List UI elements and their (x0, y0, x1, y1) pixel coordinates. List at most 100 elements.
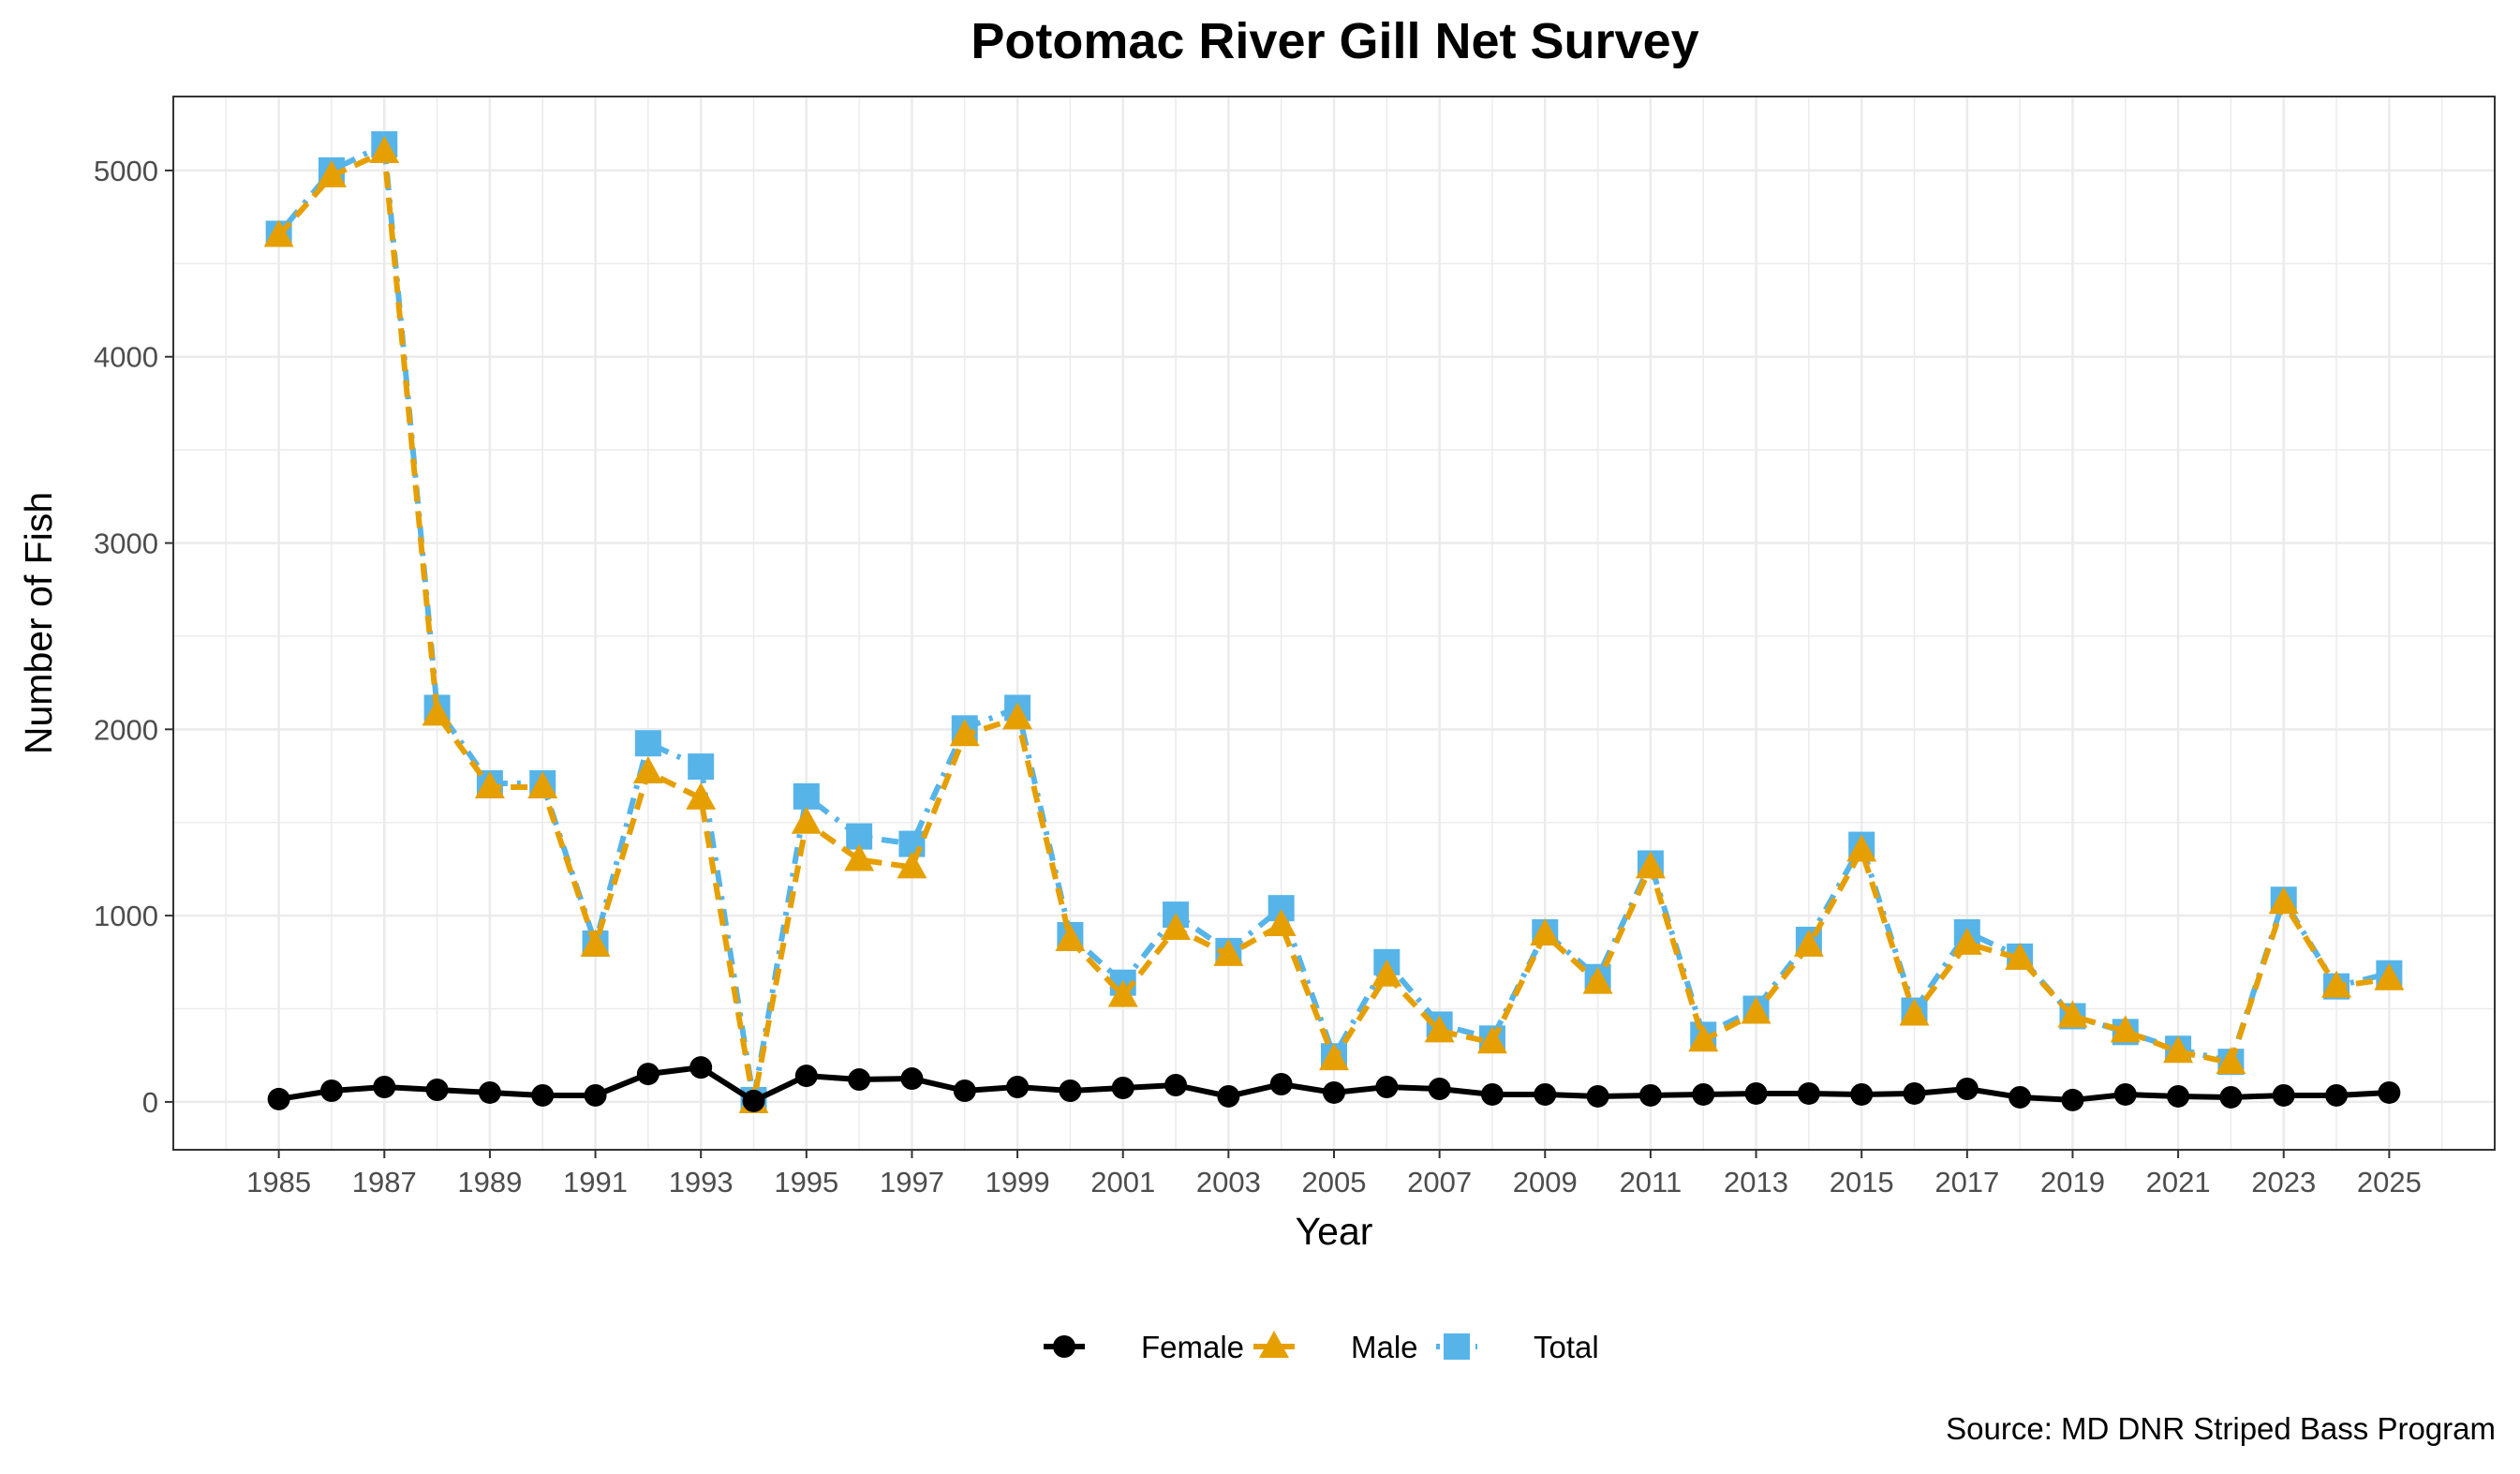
male-point (2216, 1047, 2246, 1075)
male-point (1899, 998, 1930, 1026)
male-point (897, 851, 927, 879)
y-axis: 0 1000 2000 3000 4000 5000 (94, 155, 173, 1119)
female-point (425, 1078, 449, 1101)
legend-item-male: Male (1253, 1330, 1418, 1364)
female-point (742, 1089, 765, 1112)
female-point (1375, 1076, 1399, 1099)
female-point (1006, 1076, 1030, 1099)
x-tick-label: 1991 (563, 1166, 628, 1199)
male-point (1951, 927, 1982, 955)
male-point (1424, 1015, 1455, 1043)
x-tick-label: 1987 (352, 1166, 417, 1199)
male-point (527, 770, 558, 798)
female-point (1586, 1084, 1609, 1108)
legend-label: Male (1351, 1330, 1418, 1364)
female-point (2113, 1082, 2137, 1106)
x-tick-label: 2003 (1196, 1166, 1261, 1199)
female-point (2009, 1085, 2032, 1109)
x-tick-label: 2011 (1620, 1166, 1682, 1199)
female-point (1797, 1081, 1820, 1105)
female-point (1428, 1077, 1451, 1100)
total-point (793, 782, 820, 810)
female-point (1850, 1082, 1874, 1106)
x-tick-label: 2001 (1090, 1166, 1155, 1199)
x-tick-label: 1999 (986, 1166, 1050, 1199)
female-point (2167, 1084, 2190, 1108)
total-point (688, 753, 715, 781)
male-point (2321, 970, 2352, 998)
x-tick-label: 1995 (774, 1166, 838, 1199)
male-point (1635, 851, 1666, 879)
x-axis: 1985 1987 1989 1991 1993 1995 1997 1999 2001 2003… (246, 1150, 2422, 1199)
female-point (2272, 1083, 2295, 1107)
female-point (1111, 1076, 1134, 1099)
female-point (1744, 1081, 1768, 1105)
y-tick-label: 1000 (94, 900, 158, 932)
male-point (1793, 929, 1824, 957)
y-axis-title: Number of Fish (17, 492, 60, 754)
male-point (1688, 1024, 1719, 1052)
female-point (1692, 1082, 1715, 1106)
x-tick-label: 2015 (1830, 1166, 1894, 1199)
x-tick-label: 2017 (1934, 1166, 1999, 1199)
series-female (267, 1056, 2401, 1112)
x-tick-label: 2007 (1407, 1166, 1472, 1199)
male-point (422, 698, 452, 726)
male-point (2057, 1000, 2088, 1028)
male-point (1846, 834, 1877, 862)
male-point (1055, 923, 1086, 951)
female-point (1164, 1074, 1188, 1097)
grid (172, 97, 2496, 1150)
male-point (949, 719, 980, 747)
x-tick-label: 2025 (2357, 1166, 2422, 1199)
female-point (1534, 1082, 1557, 1106)
legend-item-female: Female (1044, 1330, 1244, 1364)
x-tick-label: 2023 (2251, 1166, 2316, 1199)
x-axis-title: Year (1296, 1210, 1373, 1253)
x-tick-label: 1993 (669, 1166, 734, 1199)
female-point (2325, 1083, 2349, 1107)
male-point (2374, 962, 2405, 990)
chart-title: Potomac River Gill Net Survey (971, 13, 1698, 69)
female-point (1903, 1081, 1926, 1105)
male-point (316, 159, 347, 187)
male-point (474, 770, 505, 798)
male-point (1741, 996, 1771, 1024)
caption: Source: MD DNR Striped Bass Program (1946, 1411, 2496, 1446)
x-tick-label: 1997 (880, 1166, 944, 1199)
female-point (1480, 1082, 1504, 1106)
y-tick-label: 0 (142, 1086, 158, 1119)
female-point (267, 1087, 290, 1110)
male-point (1319, 1043, 1349, 1071)
x-tick-label: 1985 (246, 1166, 311, 1199)
male-point (580, 929, 611, 957)
male-point (1582, 966, 1613, 994)
male-point (2005, 942, 2036, 970)
female-point (584, 1083, 607, 1107)
legend: Female Male Total (1044, 1330, 1599, 1364)
y-tick-label: 4000 (94, 341, 158, 374)
female-point (794, 1065, 818, 1088)
female-point (1638, 1083, 1662, 1107)
male-point (1371, 959, 1402, 987)
male-point (1266, 909, 1297, 937)
female-point (848, 1068, 871, 1092)
legend-label: Total (1534, 1330, 1599, 1364)
female-point (478, 1080, 501, 1104)
total-point (634, 730, 661, 757)
male-point (1161, 913, 1192, 941)
female-point (900, 1067, 924, 1091)
y-tick-label: 5000 (94, 155, 158, 187)
x-tick-label: 1989 (457, 1166, 522, 1199)
legend-label: Female (1141, 1330, 1244, 1364)
female-point (2061, 1088, 2084, 1111)
female-point (1955, 1077, 1979, 1100)
female-point (689, 1056, 713, 1079)
male-point (2110, 1015, 2141, 1043)
y-tick-label: 2000 (94, 713, 158, 746)
female-point (1059, 1079, 1082, 1102)
male-point (686, 782, 717, 810)
male-point (369, 136, 400, 164)
series-male (263, 136, 2405, 1113)
